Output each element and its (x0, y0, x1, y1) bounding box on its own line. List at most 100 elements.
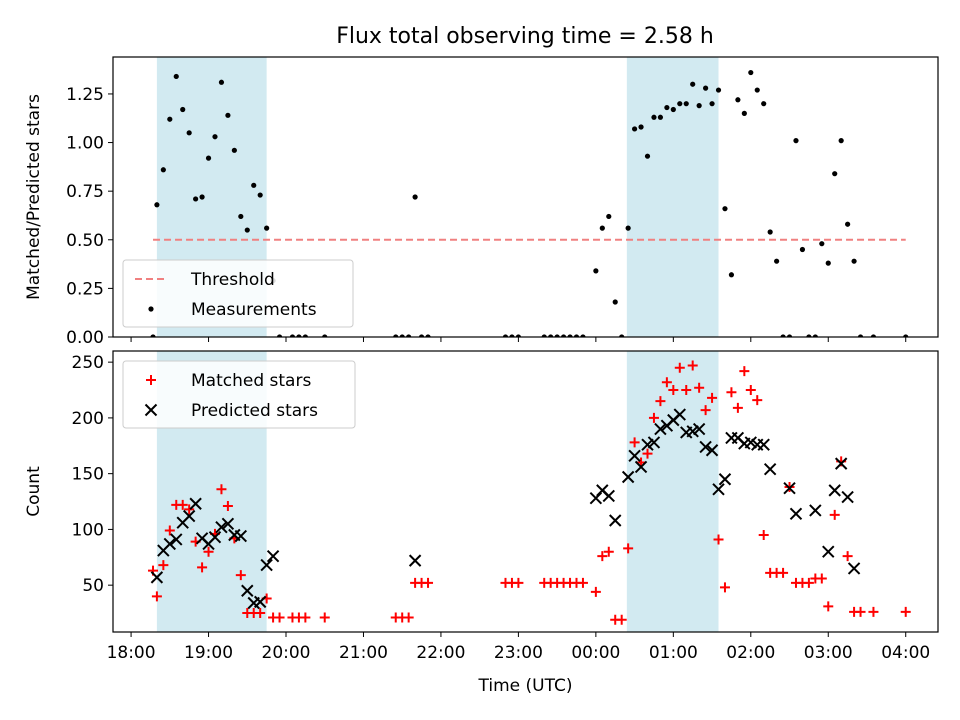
measurement-point (225, 112, 231, 118)
legend-label: Predicted stars (191, 401, 318, 421)
predicted-stars-point (757, 438, 770, 451)
predicted-stars-point (783, 481, 796, 495)
x-tick-label: 01:00 (649, 643, 698, 663)
measurement-point (554, 334, 560, 337)
measurement-point (825, 260, 831, 266)
matched-stars-point (668, 385, 679, 396)
matched-stars-point (829, 509, 840, 520)
matched-stars-point (803, 577, 814, 588)
measurement-point (728, 272, 735, 278)
measurement-point (657, 114, 664, 120)
measurement-point (186, 130, 192, 136)
matched-stars-point (216, 484, 227, 495)
measurement-point (276, 334, 283, 337)
measurement-point (664, 104, 670, 111)
measurement-point (838, 138, 844, 144)
legend-predicted-swatch (144, 403, 158, 417)
predicted-stars-point (634, 460, 648, 474)
measurement-point (754, 87, 760, 93)
measurement-point (567, 334, 573, 337)
y-tick-label: 200 (72, 409, 104, 429)
matched-stars-point (597, 551, 608, 562)
measurement-point (793, 138, 799, 144)
x-tick-label: 21:00 (339, 643, 388, 663)
measurement-point (541, 334, 547, 337)
matched-stars-point (577, 577, 588, 588)
measurement-point (703, 85, 709, 91)
matched-stars-point (164, 525, 175, 536)
legend: Matched stars Predicted stars (122, 360, 356, 429)
measurement-point (502, 334, 509, 337)
measurement-point (264, 225, 270, 231)
matched-stars-point (235, 570, 246, 581)
matched-stars-point (255, 608, 266, 619)
chart-title: Flux total observing time = 2.58 h (336, 24, 714, 49)
predicted-stars-point (841, 490, 854, 504)
measurement-point (212, 134, 218, 140)
predicted-stars-point (699, 440, 712, 454)
legend-box (122, 259, 354, 328)
measurement-point (651, 114, 657, 120)
y-axis-label: Count (24, 466, 44, 517)
legend-box (122, 360, 356, 429)
axes-frame (112, 350, 939, 633)
x-tick-label: 19:00 (184, 643, 233, 663)
predicted-stars-point (189, 497, 202, 510)
measurement-point (150, 334, 156, 337)
predicted-stars-point (673, 408, 686, 421)
predicted-stars-point (150, 571, 164, 584)
measurement-point (774, 258, 780, 264)
matched-stars-point (758, 529, 769, 540)
measurement-point (857, 334, 864, 337)
predicted-stars-point (215, 520, 228, 534)
measurement-point (160, 167, 166, 173)
measurement-point (257, 192, 263, 198)
predicted-stars-point (712, 483, 725, 496)
matched-stars-point (855, 606, 866, 617)
measurement-point (722, 206, 728, 212)
matched-stars-point (681, 385, 692, 396)
measurement-point (548, 334, 554, 337)
matched-stars-point (674, 362, 685, 373)
measurement-point (625, 225, 631, 231)
measurement-point (302, 334, 308, 337)
x-tick-label: 04:00 (881, 643, 930, 663)
axes-frame (112, 56, 939, 338)
matched-stars-point (197, 562, 208, 573)
predicted-stars-point (408, 554, 422, 567)
y-tick-label: 50 (82, 576, 104, 596)
y-tick-label: 0.50 (66, 231, 104, 251)
predicted-stars-point (809, 504, 822, 517)
matched-stars-point (648, 412, 659, 423)
predicted-stars-point (705, 444, 719, 457)
measurement-point (599, 225, 605, 231)
measurement-point (296, 334, 302, 337)
measurement-point (631, 126, 638, 132)
predicted-stars-point (847, 562, 861, 575)
matched-stars-point (423, 577, 434, 588)
predicted-stars-point (763, 462, 777, 476)
matched-stars-point (752, 395, 763, 406)
measurement-point (238, 213, 244, 220)
x-tick-label: 22:00 (416, 643, 465, 663)
measurement-point (819, 241, 825, 247)
measurement-point (218, 79, 225, 85)
y-axis-label: Matched/Predicted stars (24, 94, 44, 300)
measurement-point (580, 334, 586, 337)
matched-stars-point (184, 504, 195, 515)
y-tick-label: 100 (72, 520, 104, 540)
matched-stars-point (590, 586, 601, 597)
predicted-stars-point (182, 509, 196, 523)
matched-stars-point (726, 387, 737, 398)
matched-stars-point (816, 573, 827, 584)
predicted-stars-point (822, 545, 835, 558)
x-tick-label: 23:00 (494, 643, 543, 663)
matched-stars-point (623, 543, 634, 554)
bottom-panel-counts: 50 100 150 200 250 18:00 19:00 20:00 21:00 22:00 2… (24, 350, 939, 696)
measurement-point (612, 299, 618, 305)
y-tick-label: 250 (72, 353, 104, 373)
x-tick-label: 03:00 (804, 643, 853, 663)
predicted-stars-point (170, 533, 183, 546)
measurement-point (606, 213, 612, 220)
